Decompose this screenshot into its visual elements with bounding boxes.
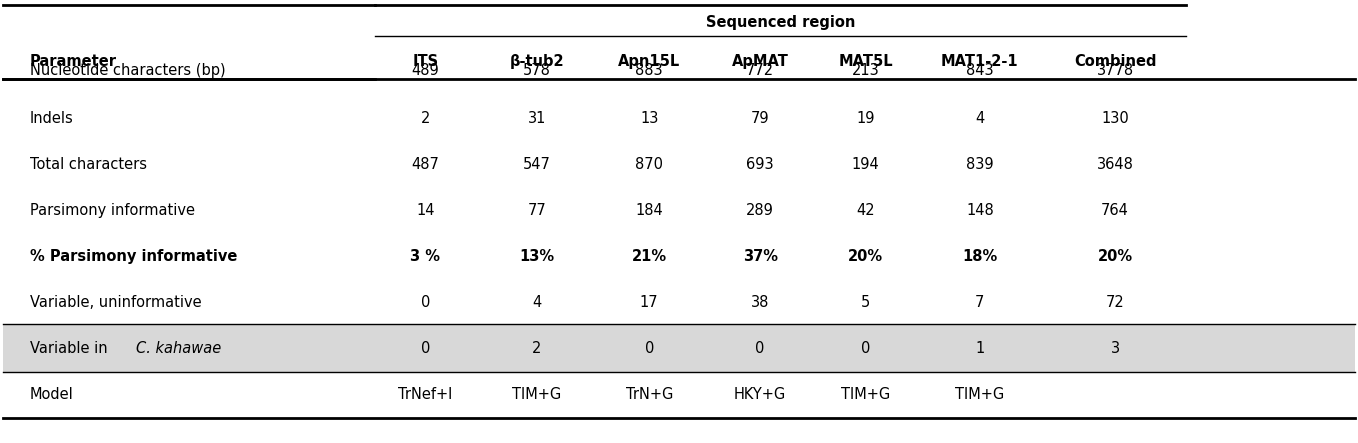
Text: 764: 764 <box>1101 203 1128 218</box>
Text: 72: 72 <box>1105 295 1124 310</box>
Text: 20%: 20% <box>1097 249 1133 264</box>
Text: 37%: 37% <box>743 249 778 264</box>
Text: 3648: 3648 <box>1097 157 1134 172</box>
Text: 7: 7 <box>975 295 985 310</box>
Text: 13%: 13% <box>519 249 554 264</box>
Text: 21%: 21% <box>631 249 667 264</box>
Text: 772: 772 <box>746 63 774 78</box>
Text: 578: 578 <box>523 63 551 78</box>
Text: 77: 77 <box>528 203 546 218</box>
Text: 130: 130 <box>1101 111 1128 126</box>
Text: 3778: 3778 <box>1097 63 1134 78</box>
Text: 13: 13 <box>640 111 659 126</box>
Text: TIM+G: TIM+G <box>512 387 562 402</box>
Text: TrNef+I: TrNef+I <box>398 387 452 402</box>
Text: Total characters: Total characters <box>30 157 147 172</box>
Text: 184: 184 <box>636 203 663 218</box>
Text: 2: 2 <box>532 341 542 356</box>
Bar <box>3 324 1355 373</box>
Text: Parameter: Parameter <box>30 54 117 70</box>
Text: 883: 883 <box>636 63 663 78</box>
Text: 489: 489 <box>411 63 439 78</box>
Text: MAT5L: MAT5L <box>838 54 894 70</box>
Text: 547: 547 <box>523 157 551 172</box>
Text: 31: 31 <box>528 111 546 126</box>
Text: Indels: Indels <box>30 111 73 126</box>
Text: 20%: 20% <box>849 249 883 264</box>
Text: 148: 148 <box>966 203 994 218</box>
Text: 289: 289 <box>746 203 774 218</box>
Text: Variable, uninformative: Variable, uninformative <box>30 295 201 310</box>
Text: 870: 870 <box>636 157 663 172</box>
Text: Sequenced region: Sequenced region <box>706 15 856 30</box>
Text: 2: 2 <box>421 111 430 126</box>
Text: Variable in: Variable in <box>30 341 113 356</box>
Text: 0: 0 <box>421 295 430 310</box>
Text: 18%: 18% <box>963 249 998 264</box>
Text: β-tub2: β-tub2 <box>509 54 565 70</box>
Text: C. kahawae: C. kahawae <box>136 341 221 356</box>
Text: 3: 3 <box>1111 341 1120 356</box>
Text: 14: 14 <box>416 203 435 218</box>
Text: 4: 4 <box>975 111 985 126</box>
Text: 17: 17 <box>640 295 659 310</box>
Text: % Parsimony informative: % Parsimony informative <box>30 249 238 264</box>
Text: Parsimony informative: Parsimony informative <box>30 203 194 218</box>
Text: 42: 42 <box>857 203 875 218</box>
Text: 1: 1 <box>975 341 985 356</box>
Text: Combined: Combined <box>1074 54 1157 70</box>
Text: HKY+G: HKY+G <box>735 387 786 402</box>
Text: 839: 839 <box>966 157 994 172</box>
Text: TIM+G: TIM+G <box>955 387 1005 402</box>
Text: 0: 0 <box>645 341 655 356</box>
Text: 487: 487 <box>411 157 440 172</box>
Text: 0: 0 <box>755 341 765 356</box>
Text: 213: 213 <box>851 63 880 78</box>
Text: 194: 194 <box>851 157 880 172</box>
Text: 5: 5 <box>861 295 870 310</box>
Text: 79: 79 <box>751 111 770 126</box>
Text: 693: 693 <box>747 157 774 172</box>
Text: 843: 843 <box>966 63 994 78</box>
Text: Apn15L: Apn15L <box>618 54 680 70</box>
Text: ITS: ITS <box>413 54 439 70</box>
Text: Nucleotide characters (bp): Nucleotide characters (bp) <box>30 63 225 78</box>
Text: 0: 0 <box>861 341 870 356</box>
Text: ApMAT: ApMAT <box>732 54 789 70</box>
Text: Model: Model <box>30 387 73 402</box>
Text: 0: 0 <box>421 341 430 356</box>
Text: MAT1-2-1: MAT1-2-1 <box>941 54 1018 70</box>
Text: 4: 4 <box>532 295 542 310</box>
Text: 38: 38 <box>751 295 770 310</box>
Text: 3 %: 3 % <box>410 249 440 264</box>
Text: TIM+G: TIM+G <box>841 387 891 402</box>
Text: TrN+G: TrN+G <box>626 387 674 402</box>
Text: 19: 19 <box>857 111 875 126</box>
